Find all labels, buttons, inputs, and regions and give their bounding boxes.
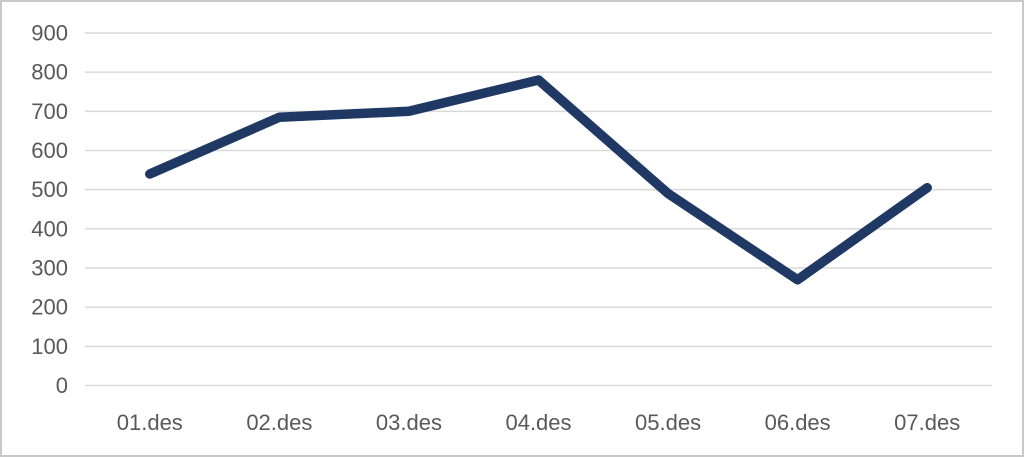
y-axis-tick-label: 600 <box>31 138 68 163</box>
x-axis-tick-label: 06.des <box>765 410 831 435</box>
gridlines-group <box>85 32 992 387</box>
y-axis-tick-label: 900 <box>31 21 68 46</box>
data-series-line <box>145 75 932 285</box>
y-axis-tick-label: 0 <box>56 373 68 398</box>
y-axis-tick-label: 300 <box>31 256 68 281</box>
y-axis-tick-label: 100 <box>31 334 68 359</box>
x-axis-labels-group: 01.des 02.des 03.des 04.des 05.des 06.des 07.d… <box>117 410 960 435</box>
y-axis-tick-label: 500 <box>31 177 68 202</box>
x-axis-tick-label: 07.des <box>894 410 960 435</box>
y-axis-tick-label: 800 <box>31 60 68 85</box>
x-axis-tick-label: 05.des <box>635 410 701 435</box>
x-axis-tick-label: 02.des <box>246 410 312 435</box>
data-series-group <box>145 75 932 285</box>
x-axis-tick-label: 03.des <box>376 410 442 435</box>
y-axis-tick-label: 700 <box>31 99 68 124</box>
y-axis-tick-label: 200 <box>31 295 68 320</box>
y-axis-labels-group: 0 100 200 300 400 500 600 700 800 900 <box>31 21 68 399</box>
y-axis-tick-label: 400 <box>31 216 68 241</box>
x-axis-tick-label: 04.des <box>505 410 571 435</box>
x-axis-tick-label: 01.des <box>117 410 183 435</box>
